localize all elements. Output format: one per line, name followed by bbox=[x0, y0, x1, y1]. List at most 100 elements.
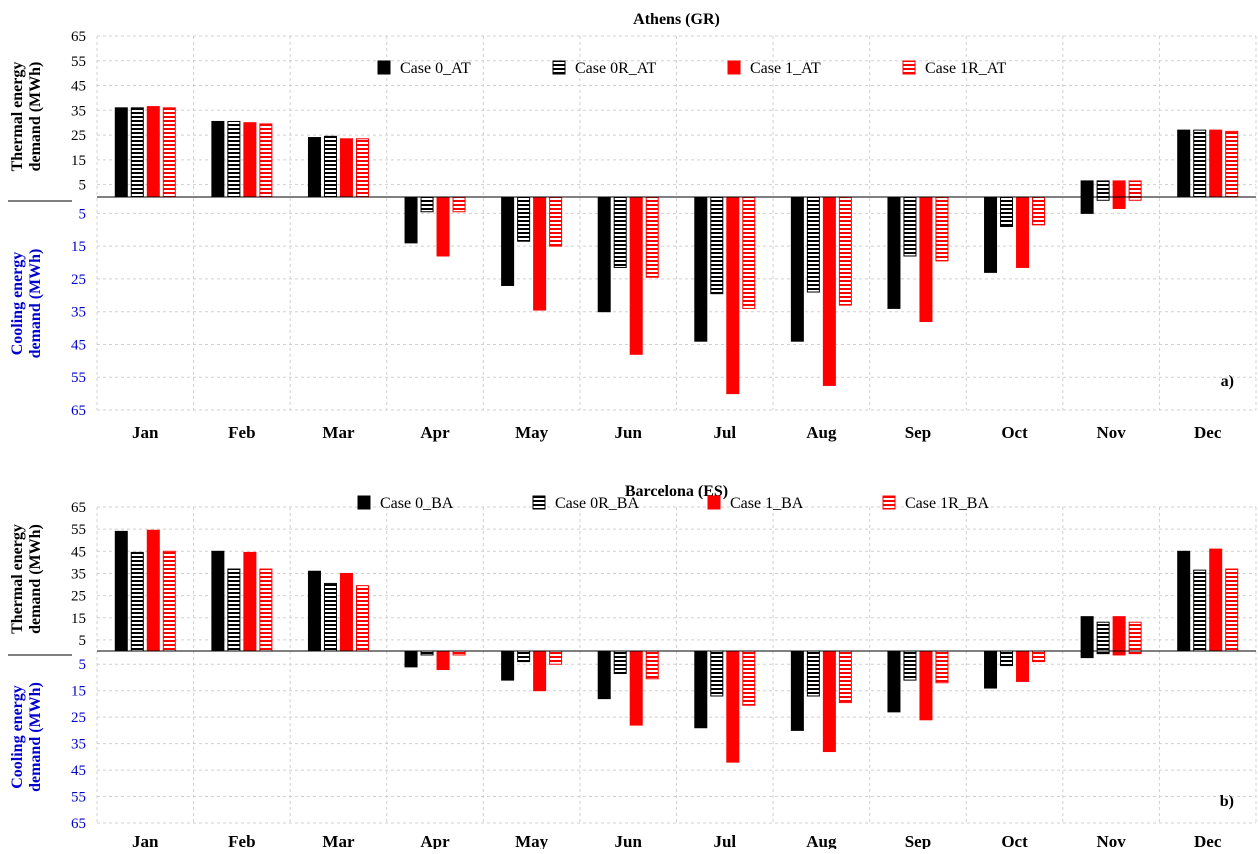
bar-heating bbox=[1080, 616, 1094, 652]
bar-cooling bbox=[1032, 196, 1046, 226]
bar-cooling bbox=[452, 650, 466, 656]
bar-cooling bbox=[822, 196, 836, 386]
bar-cooling bbox=[404, 650, 418, 668]
y-tick-label: 35 bbox=[71, 103, 86, 119]
x-tick-label: Jun bbox=[614, 423, 642, 442]
x-tick-label: Oct bbox=[1001, 832, 1028, 849]
bar-cooling bbox=[452, 196, 466, 213]
bar-cooling bbox=[838, 196, 852, 306]
bar-heating bbox=[130, 551, 144, 652]
bar-cooling bbox=[984, 650, 998, 689]
bar-cooling bbox=[404, 196, 418, 244]
bar-cooling bbox=[629, 196, 643, 355]
bar-cooling bbox=[790, 650, 804, 731]
bar-cooling bbox=[1112, 196, 1126, 209]
y-tick-label: 35 bbox=[71, 305, 86, 321]
legend-label: Case 1_AT bbox=[750, 60, 821, 77]
x-tick-label: Dec bbox=[1194, 832, 1222, 849]
bar-heating bbox=[211, 550, 225, 652]
y-tick-label: 35 bbox=[71, 566, 86, 582]
bar-cooling bbox=[710, 196, 724, 295]
y-tick-label: 5 bbox=[79, 633, 87, 649]
bar-cooling bbox=[984, 196, 998, 273]
legend-swatch bbox=[882, 495, 896, 510]
bar-heating bbox=[1177, 129, 1191, 198]
bar-cooling bbox=[1016, 196, 1030, 268]
x-tick-label: Jan bbox=[132, 423, 159, 442]
bar-cooling bbox=[613, 650, 627, 674]
bar-heating bbox=[1096, 180, 1110, 198]
bar-heating bbox=[1193, 569, 1207, 652]
bar-cooling bbox=[1000, 196, 1014, 227]
bar-cooling bbox=[1032, 650, 1046, 663]
bar-cooling bbox=[629, 650, 643, 726]
bar-cooling bbox=[1112, 650, 1126, 656]
y-tick-label: 65 bbox=[71, 500, 86, 516]
y-tick-label: 5 bbox=[79, 657, 87, 673]
bar-cooling bbox=[694, 196, 708, 342]
y-tick-label: 25 bbox=[71, 710, 86, 726]
x-tick-label: Nov bbox=[1096, 832, 1126, 849]
bar-heating bbox=[1209, 548, 1223, 652]
y-tick-label: 65 bbox=[71, 403, 86, 419]
bar-heating bbox=[146, 529, 160, 652]
bar-cooling bbox=[436, 650, 450, 671]
x-tick-label: Aug bbox=[806, 832, 837, 849]
y-tick-label: 45 bbox=[71, 544, 86, 560]
legend-label: Case 0_BA bbox=[380, 495, 454, 512]
bar-cooling bbox=[903, 196, 917, 257]
bar-heating bbox=[1225, 130, 1239, 198]
y-tick-label: 55 bbox=[71, 370, 86, 386]
bar-heating bbox=[307, 570, 321, 652]
bar-cooling bbox=[903, 650, 917, 681]
y-tick-label: 55 bbox=[71, 54, 86, 70]
bar-cooling bbox=[919, 196, 933, 323]
legend-label: Case 1R_AT bbox=[925, 60, 1007, 77]
bar-cooling bbox=[726, 196, 740, 395]
bar-heating bbox=[146, 106, 160, 198]
bar-heating bbox=[130, 107, 144, 198]
y-axis-label-cooling: demand (MWh) bbox=[27, 249, 44, 359]
bar-cooling bbox=[533, 650, 547, 692]
y-axis-label-thermal: Thermal energy bbox=[9, 524, 26, 634]
bar-cooling bbox=[517, 196, 531, 242]
bar-heating bbox=[355, 585, 369, 652]
bar-heating bbox=[355, 138, 369, 198]
x-tick-label: Oct bbox=[1001, 423, 1028, 442]
x-tick-label: Nov bbox=[1096, 423, 1126, 442]
legend-swatch bbox=[552, 60, 566, 75]
y-axis-label-thermal: demand (MWh) bbox=[27, 62, 44, 172]
bar-cooling bbox=[838, 650, 852, 704]
bar-cooling bbox=[501, 196, 515, 286]
bar-cooling bbox=[822, 650, 836, 753]
chart-panel-2: Barcelona (ES)65554535251555152535455565… bbox=[8, 483, 1257, 851]
y-axis-label-cooling: demand (MWh) bbox=[27, 682, 44, 792]
y-axis-label-cooling: Cooling energy bbox=[9, 252, 26, 356]
bar-cooling bbox=[726, 650, 740, 763]
bar-cooling bbox=[436, 196, 450, 257]
bar-cooling bbox=[1016, 650, 1030, 682]
bar-heating bbox=[227, 568, 241, 652]
y-tick-label: 25 bbox=[71, 272, 86, 288]
bar-cooling bbox=[806, 196, 820, 293]
y-axis-label-thermal: demand (MWh) bbox=[27, 524, 44, 634]
x-tick-label: Aug bbox=[806, 423, 837, 442]
bar-heating bbox=[307, 137, 321, 198]
bar-heating bbox=[1112, 180, 1126, 198]
bar-heating bbox=[1096, 621, 1110, 652]
bar-cooling bbox=[420, 196, 434, 213]
y-tick-label: 5 bbox=[79, 206, 87, 222]
bar-cooling bbox=[517, 650, 531, 663]
bar-heating bbox=[162, 107, 176, 198]
bar-cooling bbox=[887, 196, 901, 309]
y-tick-label: 65 bbox=[71, 29, 86, 45]
legend-swatch bbox=[902, 60, 916, 75]
legend-swatch bbox=[377, 60, 391, 75]
y-tick-label: 35 bbox=[71, 737, 86, 753]
bar-heating bbox=[211, 120, 225, 198]
y-tick-label: 5 bbox=[79, 178, 87, 194]
bar-heating bbox=[114, 530, 128, 652]
y-tick-label: 55 bbox=[71, 522, 86, 538]
x-tick-label: May bbox=[515, 423, 549, 442]
